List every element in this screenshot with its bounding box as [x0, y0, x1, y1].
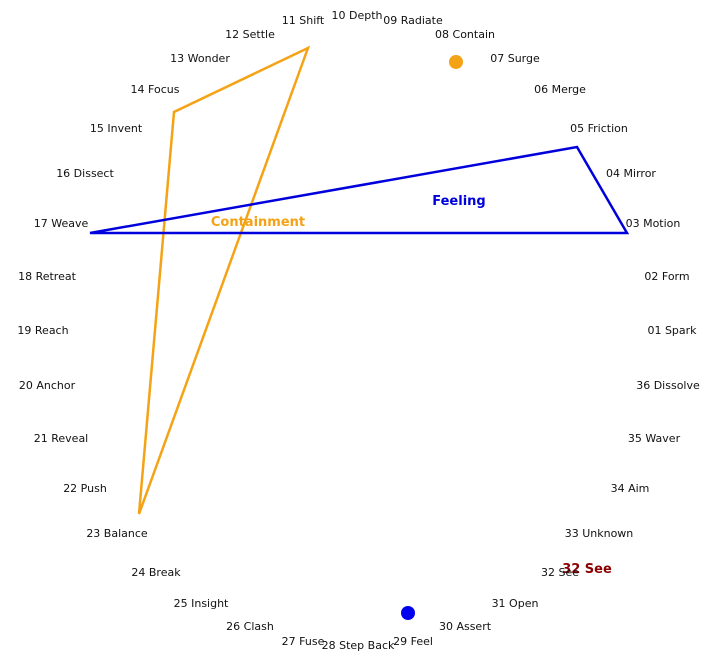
- label-01-spark: 01 Spark: [647, 324, 697, 337]
- containment-marker: [449, 55, 463, 69]
- label-04-mirror: 04 Mirror: [606, 167, 656, 180]
- label-26-clash: 26 Clash: [226, 620, 274, 633]
- label-11-shift: 11 Shift: [282, 14, 325, 27]
- label-22-push: 22 Push: [63, 482, 107, 495]
- feeling-marker: [401, 606, 415, 620]
- label-19-reach: 19 Reach: [17, 324, 68, 337]
- label-33-unknown: 33 Unknown: [565, 527, 634, 540]
- label-07-surge: 07 Surge: [490, 52, 540, 65]
- containment-annotation: Containment: [211, 215, 305, 230]
- feeling-annotation: Feeling: [432, 194, 485, 209]
- label-15-invent: 15 Invent: [90, 122, 143, 135]
- label-30-assert: 30 Assert: [439, 620, 492, 633]
- label-09-radiate: 09 Radiate: [383, 14, 443, 27]
- label-20-anchor: 20 Anchor: [19, 379, 76, 392]
- label-29-feel: 29 Feel: [393, 635, 433, 648]
- label-23-balance: 23 Balance: [86, 527, 148, 540]
- label-18-retreat: 18 Retreat: [18, 270, 77, 283]
- label-06-merge: 06 Merge: [534, 83, 586, 96]
- label-36-dissolve: 36 Dissolve: [636, 379, 700, 392]
- label-35-waver: 35 Waver: [628, 432, 681, 445]
- label-31-open: 31 Open: [492, 597, 539, 610]
- label-27-fuse: 27 Fuse: [282, 635, 325, 648]
- label-13-wonder: 13 Wonder: [170, 52, 230, 65]
- highlight-annotation: 32 See: [562, 562, 612, 577]
- label-02-form: 02 Form: [644, 270, 689, 283]
- label-12-settle: 12 Settle: [225, 28, 275, 41]
- containment-shape: [137, 45, 311, 515]
- label-34-aim: 34 Aim: [611, 482, 650, 495]
- label-16-dissect: 16 Dissect: [56, 167, 114, 180]
- label-05-friction: 05 Friction: [570, 122, 628, 135]
- label-17-weave: 17 Weave: [34, 217, 89, 230]
- label-08-contain: 08 Contain: [435, 28, 495, 41]
- label-21-reveal: 21 Reveal: [34, 432, 88, 445]
- label-32-see: 32 See: [541, 566, 579, 579]
- label-14-focus: 14 Focus: [131, 83, 180, 96]
- label-24-break: 24 Break: [131, 566, 181, 579]
- feeling-shape: [89, 145, 630, 235]
- label-28-step-back: 28 Step Back: [322, 639, 395, 652]
- label-03-motion: 03 Motion: [626, 217, 681, 230]
- label-10-depth: 10 Depth: [332, 9, 383, 22]
- label-25-insight: 25 Insight: [174, 597, 229, 610]
